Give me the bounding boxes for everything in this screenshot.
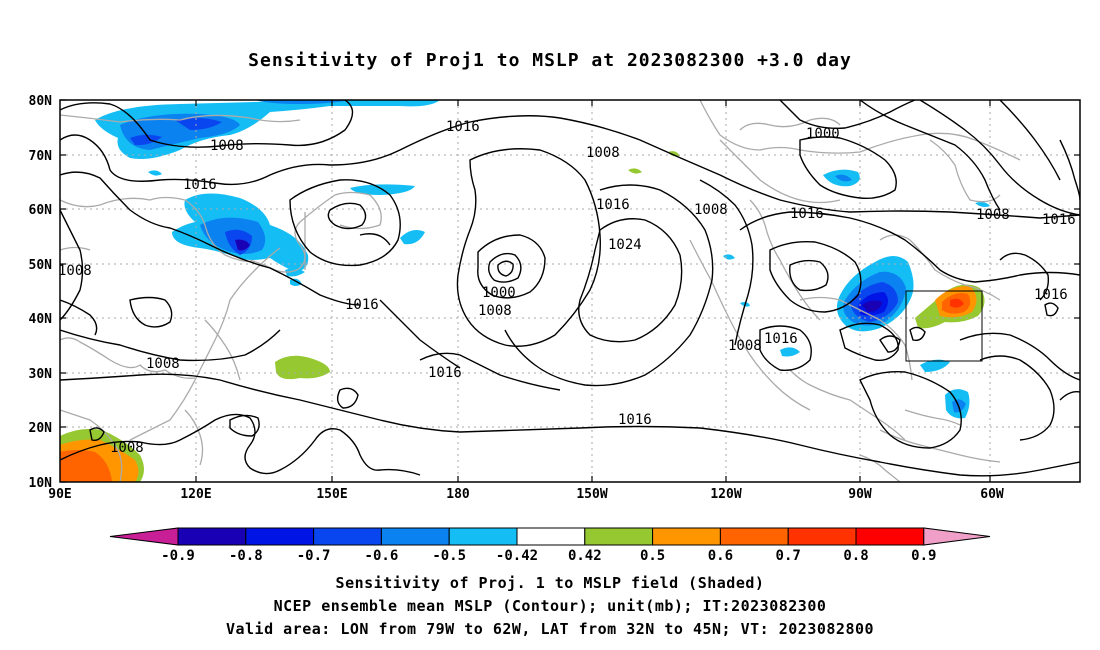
colorbar-swatch (719, 527, 789, 546)
lat-label: 80N (29, 94, 53, 109)
lon-label: 150E (316, 487, 347, 502)
colorbar-label: 0.8 (843, 548, 868, 564)
colorbar-swatch (855, 527, 925, 546)
contour-label: 1008 (478, 303, 512, 319)
contour-label: 1008 (586, 145, 620, 161)
colorbar-swatch (313, 527, 382, 546)
contour-label: 1016 (446, 119, 480, 135)
contour-label: 1008 (110, 440, 144, 456)
contour-label: 1016 (618, 412, 652, 428)
contour-label: 1008 (58, 263, 92, 279)
mslp-contours (60, 100, 1080, 477)
colorbar-swatch (652, 527, 721, 546)
contour-label: 1000 (806, 126, 840, 142)
colorbar-high-cap (923, 527, 991, 546)
contour-label: 1008 (210, 138, 244, 154)
colorbar-label: 0.5 (640, 548, 665, 564)
longitude-labels: 90E 120E 150E 180 150W 120W 90W 60W (48, 487, 1004, 502)
lon-label: 120E (180, 487, 211, 502)
colorbar-swatch (245, 527, 315, 546)
colorbar-swatch (787, 527, 857, 546)
lat-label: 60N (29, 203, 53, 218)
lat-label: 50N (29, 258, 53, 273)
lat-label: 10N (29, 476, 53, 491)
colorbar: -0.9 -0.8 -0.7 -0.6 -0.5 -0.42 0.42 0.5 0.6 0.7 0.… (109, 527, 991, 564)
colorbar-swatch (584, 527, 654, 546)
colorbar-label: -0.6 (365, 548, 399, 564)
coastlines (60, 100, 1021, 482)
contour-label: 1024 (608, 237, 642, 253)
colorbar-swatch (516, 527, 586, 546)
contour-label: 1008 (146, 356, 180, 372)
contour-label: 1016 (345, 297, 379, 313)
lat-label: 20N (29, 421, 53, 436)
colorbar-label: -0.7 (297, 548, 331, 564)
graticule (60, 100, 1080, 482)
contour-label: 1008 (694, 202, 728, 218)
lat-label: 30N (29, 367, 53, 382)
contour-label: 1016 (428, 365, 462, 381)
lon-label: 120W (710, 487, 741, 502)
lon-label: 90W (848, 487, 872, 502)
colorbar-label: -0.9 (161, 548, 195, 564)
colorbar-label: -0.5 (432, 548, 466, 564)
contour-label: 1008 (728, 338, 762, 354)
chart-title: Sensitivity of Proj1 to MSLP at 20230823… (248, 50, 852, 71)
plot-area (60, 100, 1080, 482)
lon-label: 60W (980, 487, 1004, 502)
colorbar-swatch (177, 527, 247, 546)
contour-label: 1000 (482, 285, 516, 301)
valid-area-box (905, 290, 983, 362)
colorbar-label: 0.7 (776, 548, 801, 564)
latitude-labels: 80N 70N 60N 50N 40N 30N 20N 10N (29, 94, 53, 491)
colorbar-swatch (448, 527, 518, 546)
contour-label: 1008 (976, 207, 1010, 223)
colorbar-label: 0.6 (708, 548, 733, 564)
caption-valid-area: Valid area: LON from 79W to 62W, LAT fro… (225, 620, 875, 638)
lat-label: 70N (29, 149, 53, 164)
caption-shading: Sensitivity of Proj. 1 to MSLP field (Sh… (335, 574, 765, 592)
colorbar-low-cap (109, 527, 179, 546)
colorbar-label: 0.9 (911, 548, 936, 564)
colorbar-label: 0.42 (568, 548, 602, 564)
contour-label: 1016 (790, 206, 824, 222)
colorbar-swatch (380, 527, 450, 546)
contour-label: 1016 (1042, 212, 1076, 228)
axis-ticks (60, 99, 1080, 483)
plot-frame (59, 99, 1081, 483)
colorbar-label: -0.42 (496, 548, 538, 564)
contour-labels: 1016 1008 1000 1016 1008 1016 1024 1008 … (58, 119, 1076, 428)
contour-label: 1016 (1034, 287, 1068, 303)
colorbar-label: -0.8 (229, 548, 263, 564)
lat-label: 40N (29, 312, 53, 327)
lon-label: 180 (446, 487, 470, 502)
lon-label: 90E (48, 487, 71, 502)
sensitivity-shading (60, 100, 990, 482)
caption-contour: NCEP ensemble mean MSLP (Contour); unit(… (273, 597, 827, 615)
contour-label: 1016 (764, 331, 798, 347)
contour-label: 1016 (596, 197, 630, 213)
positive-sensitivity-region (275, 355, 330, 380)
lon-label: 150W (576, 487, 607, 502)
contour-label: 1016 (183, 177, 217, 193)
